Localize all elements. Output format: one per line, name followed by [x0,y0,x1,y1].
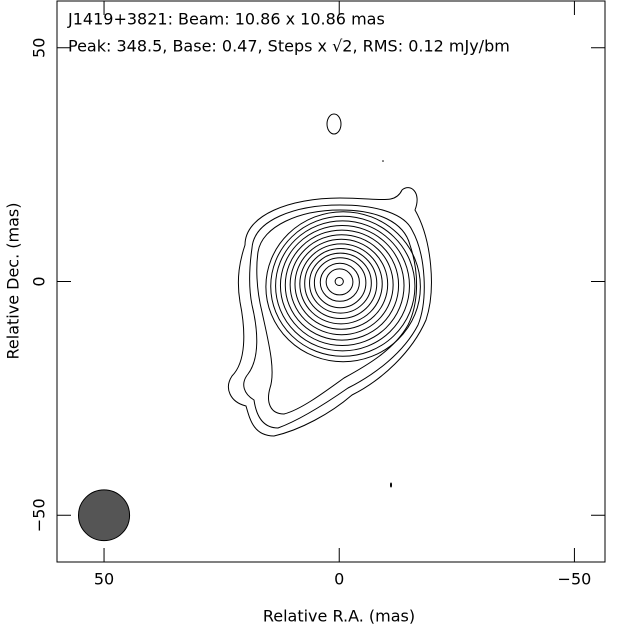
contour [270,215,416,357]
contour [309,252,372,314]
beam [77,489,131,542]
contour [294,238,389,330]
contour [256,209,417,415]
chart-title: J1419+3821: Beam: 10.86 x 10.86 mas [67,10,385,29]
contour [243,204,425,429]
y-tick-label: 50 [30,38,49,58]
y-axis-label: Relative Dec. (mas) [4,203,23,360]
plot-frame [56,0,606,563]
contour [319,262,360,302]
contour [304,248,378,319]
contour [299,243,383,325]
x-tick-label: −50 [558,570,592,589]
contour [289,234,394,336]
x-axis-label: Relative R.A. (mas) [263,607,415,626]
contour [313,257,367,309]
contour [325,268,354,296]
contours [228,113,432,488]
contour [265,211,421,363]
x-tick-label: 50 [94,570,114,589]
y-tick-label: 0 [30,276,49,286]
chart-subtitle: Peak: 348.5, Base: 0.47, Steps x √2, RMS… [68,37,510,56]
contour [334,277,344,286]
contour [275,220,410,352]
contour [284,229,400,341]
contour [279,225,405,346]
contour [228,187,432,437]
contour [382,160,384,162]
contour [326,113,342,135]
y-tick-label: −50 [30,498,49,532]
contour [390,482,392,488]
x-tick-label: 0 [334,570,344,589]
